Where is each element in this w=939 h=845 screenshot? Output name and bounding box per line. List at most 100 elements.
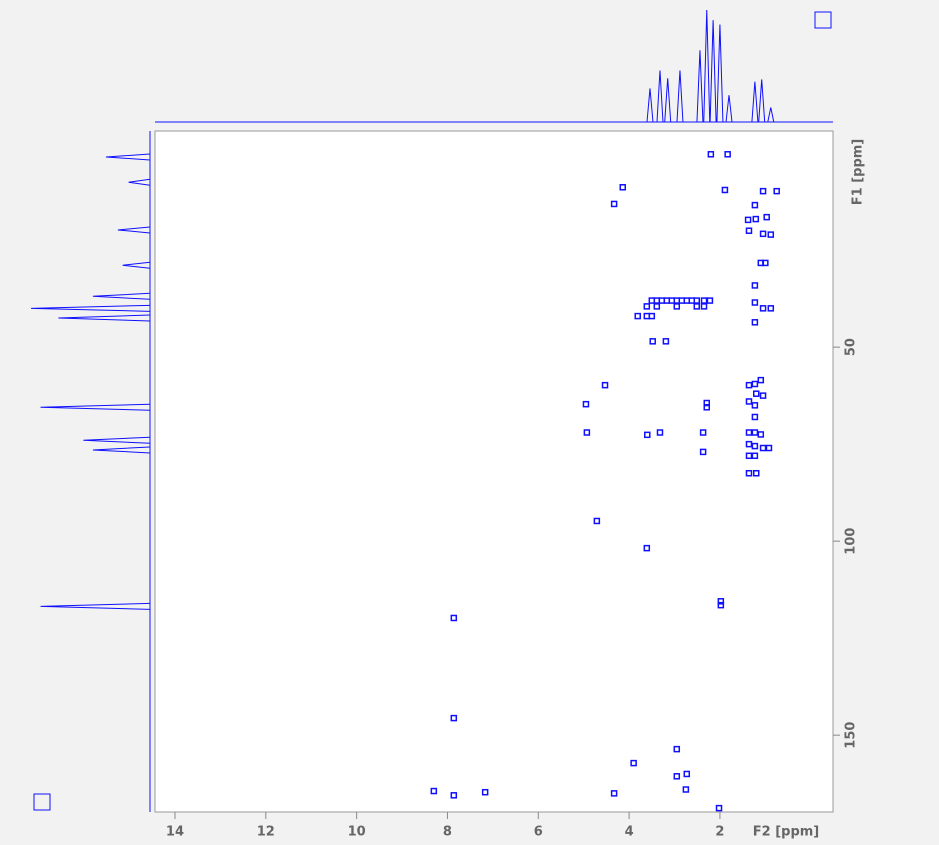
f2-peak — [676, 70, 684, 123]
peak — [759, 305, 767, 312]
peak — [643, 303, 651, 310]
y-tick-label: 150 — [844, 722, 859, 749]
peak — [767, 305, 775, 312]
peak — [717, 598, 725, 605]
peak — [683, 770, 691, 778]
peak — [682, 786, 690, 793]
peak — [715, 804, 723, 812]
peak — [759, 187, 767, 195]
plot-area — [154, 130, 834, 813]
peak — [721, 186, 729, 194]
peak — [693, 297, 701, 304]
x-tick-label: 14 — [166, 825, 184, 840]
peak — [763, 213, 770, 221]
f2-peak — [709, 20, 717, 123]
x-axis-label: F2 [ppm] — [753, 825, 820, 840]
peak — [752, 215, 760, 223]
peak — [759, 444, 767, 452]
peak — [648, 312, 656, 320]
f2-peak — [767, 107, 775, 123]
peak — [610, 790, 618, 797]
f1-peak — [128, 178, 151, 186]
peak — [773, 187, 780, 195]
peak — [450, 792, 458, 799]
peak — [757, 431, 765, 438]
peak — [753, 390, 760, 397]
peak — [751, 201, 759, 209]
f1-peak — [58, 314, 151, 322]
x-tick-label: 8 — [443, 825, 452, 840]
peak — [745, 398, 753, 405]
f1-peak — [30, 304, 151, 312]
peak — [634, 312, 641, 320]
peak — [649, 338, 656, 345]
peak — [751, 282, 759, 289]
peak — [751, 413, 759, 421]
corner-box[interactable] — [33, 793, 51, 811]
f1-peak — [40, 403, 151, 411]
f1-peak — [83, 436, 151, 444]
peak — [619, 184, 626, 191]
f2-peak — [646, 88, 654, 123]
peak — [430, 787, 438, 795]
peak — [656, 429, 664, 436]
f2-peak — [696, 50, 704, 123]
peak — [583, 429, 591, 436]
peak — [707, 151, 715, 158]
x-tick-label: 10 — [348, 825, 366, 840]
peak — [762, 259, 769, 267]
peak — [662, 338, 670, 345]
peak — [751, 319, 759, 326]
f2-peak — [725, 95, 733, 123]
peak — [744, 216, 752, 224]
peak — [630, 759, 637, 767]
peak — [751, 429, 759, 436]
peak — [703, 404, 711, 411]
peak — [700, 297, 708, 304]
corner-box[interactable] — [814, 11, 832, 29]
peak — [673, 303, 681, 310]
f1-peak — [105, 153, 151, 161]
peak — [699, 448, 707, 456]
y-tick-label: 50 — [844, 338, 859, 356]
peak — [759, 230, 767, 238]
peak — [450, 614, 458, 622]
peak — [751, 299, 759, 306]
peak — [693, 303, 701, 310]
peak — [745, 227, 753, 234]
peak — [700, 303, 708, 310]
peak — [601, 381, 609, 389]
x-tick-label: 12 — [257, 825, 275, 840]
peak — [450, 714, 458, 722]
f1-peak — [40, 602, 151, 610]
x-tick-label: 2 — [715, 825, 724, 840]
peak — [643, 544, 651, 552]
peak — [717, 601, 725, 609]
peak — [745, 469, 753, 477]
peak — [751, 380, 759, 388]
peak — [724, 151, 731, 158]
peak — [757, 376, 765, 384]
f2-peak — [664, 78, 672, 123]
peak — [673, 773, 681, 780]
peak — [745, 440, 753, 448]
peak — [644, 431, 651, 439]
f1-peak — [122, 261, 151, 269]
y-tick-label: 100 — [844, 528, 859, 555]
peak — [745, 452, 753, 460]
peak — [610, 200, 618, 208]
f1-peak — [92, 446, 151, 454]
peak — [753, 469, 760, 477]
x-tick-label: 4 — [625, 825, 634, 840]
peak — [653, 303, 661, 310]
peak — [751, 402, 759, 409]
peak — [767, 231, 775, 238]
peak — [751, 452, 759, 460]
x-tick-label: 6 — [534, 825, 543, 840]
peak — [699, 429, 707, 436]
f2-peak — [703, 9, 711, 123]
peak — [706, 297, 714, 304]
peak — [759, 392, 767, 399]
